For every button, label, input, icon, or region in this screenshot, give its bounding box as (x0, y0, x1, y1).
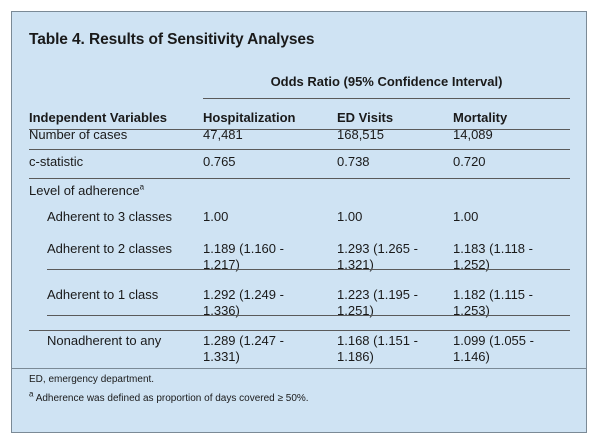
row-label-c-statistic: c-statistic (29, 154, 83, 170)
row-label-text: Adherent to 2 classes (47, 241, 173, 256)
cell-nonadherent-any-mortality: 1.099 (1.055 - 1.146) (453, 333, 534, 364)
cell-c-statistic-hospitalization: 0.765 (203, 154, 236, 169)
cell-nonadherent-any-hospitalization: 1.289 (1.247 - 1.331) (203, 333, 284, 364)
footnote-abbrev: ED, emergency department. (29, 374, 155, 385)
table-title: Table 4. Results of Sensitivity Analyses (29, 31, 315, 48)
row-label-adherent-1-class: Adherent to 1 class (47, 287, 158, 303)
cell-nonadherent-any-ed-visits: 1.168 (1.151 - 1.186) (337, 333, 418, 364)
row-rule (47, 315, 570, 316)
row-label-adherent-3-classes: Adherent to 3 classes (47, 209, 172, 225)
cell-adherent-1-class-mortality: 1.182 (1.115 - 1.253) (453, 287, 533, 318)
row-label-text: Adherent to 3 classes (47, 209, 173, 224)
row-rule (47, 269, 570, 270)
col-header-variables: Independent Variables (29, 110, 167, 125)
col-header-mortality: Mortality (453, 110, 508, 125)
cell-c-statistic-ed-visits: 0.738 (337, 154, 370, 169)
cell-adherent-3-classes-hospitalization: 1.00 (203, 209, 229, 224)
row-label-text: Nonadherent to any (47, 333, 162, 348)
table-panel: Table 4. Results of Sensitivity Analyses… (11, 11, 587, 433)
cell-c-statistic-mortality: 0.720 (453, 154, 486, 169)
row-label-number-of-cases: Number of cases (29, 127, 127, 143)
col-header-ed-visits: ED Visits (337, 110, 394, 125)
cell-adherent-2-classes-hospitalization: 1.189 (1.160 - 1.217) (203, 241, 284, 272)
row-label-level-of-adherence: Level of adherencea (29, 183, 144, 199)
row-label-nonadherent-any: Nonadherent to any (47, 333, 161, 349)
row-label-text: Level of adherence (29, 183, 140, 198)
row-rule (29, 149, 570, 150)
footnote-a: a Adherence was defined as proportion of… (29, 389, 309, 404)
cell-number-of-cases-mortality: 14,089 (453, 127, 493, 142)
row-label-text: Number of cases (29, 127, 128, 142)
col-header-hospitalization: Hospitalization (203, 110, 296, 125)
cell-adherent-1-class-hospitalization: 1.292 (1.249 - 1.336) (203, 287, 284, 318)
super-header-rule (203, 98, 570, 99)
footnote-a-text: Adherence was defined as proportion of d… (35, 393, 309, 404)
cell-adherent-2-classes-mortality: 1.183 (1.118 - 1.252) (453, 241, 533, 272)
row-rule (29, 330, 570, 331)
row-label-text: Adherent to 1 class (47, 287, 159, 302)
footnote-a-marker: a (29, 389, 34, 399)
footnote-marker: a (139, 182, 145, 192)
header-rule (29, 129, 570, 130)
cell-number-of-cases-ed-visits: 168,515 (337, 127, 384, 142)
super-header: Odds Ratio (95% Confidence Interval) (270, 74, 503, 89)
cell-adherent-1-class-ed-visits: 1.223 (1.195 - 1.251) (337, 287, 418, 318)
row-label-adherent-2-classes: Adherent to 2 classes (47, 241, 172, 257)
cell-adherent-2-classes-ed-visits: 1.293 (1.265 - 1.321) (337, 241, 418, 272)
row-label-text: c-statistic (29, 154, 84, 169)
table-bottom-rule (12, 368, 586, 369)
row-rule (29, 178, 570, 179)
cell-number-of-cases-hospitalization: 47,481 (203, 127, 243, 142)
cell-adherent-3-classes-ed-visits: 1.00 (337, 209, 363, 224)
cell-adherent-3-classes-mortality: 1.00 (453, 209, 479, 224)
